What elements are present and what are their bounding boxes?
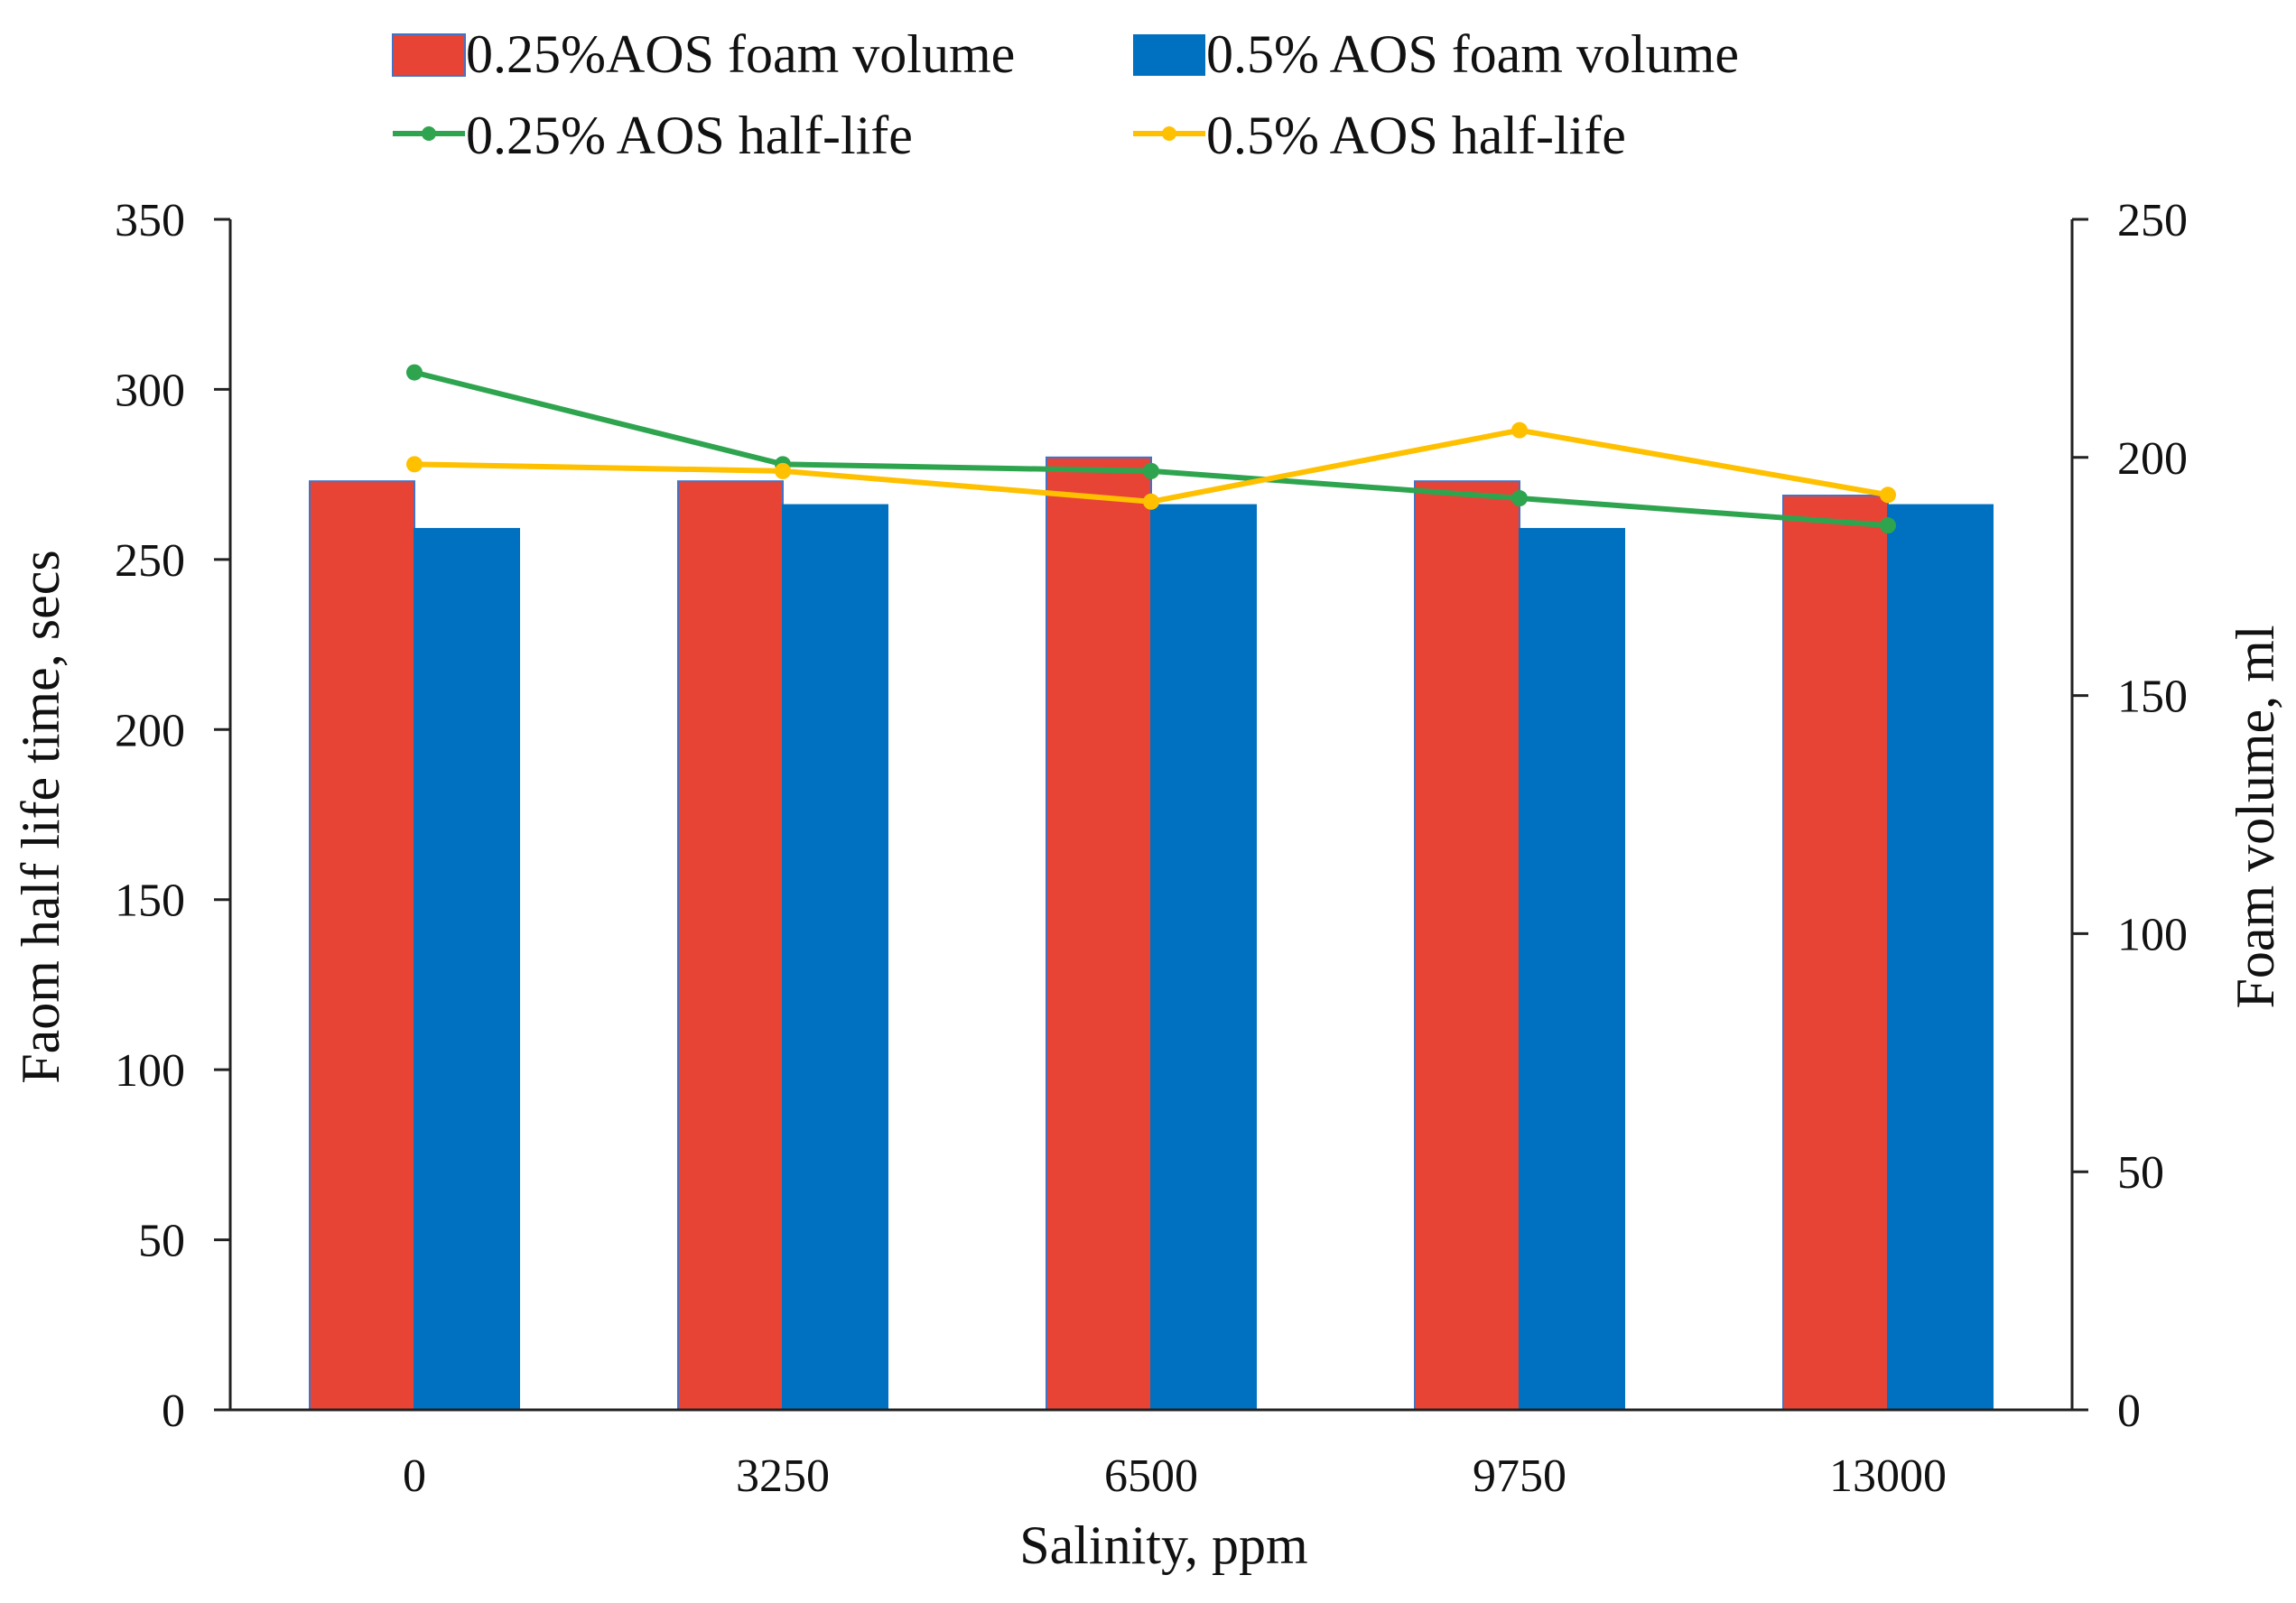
- y-left-tick-label: 150: [115, 876, 185, 927]
- y-left-tick-label: 0: [162, 1385, 185, 1437]
- point-05-halflife-0: [406, 456, 423, 473]
- y-left-tick-label: 250: [115, 535, 185, 587]
- legend-label-025-volume: 0.25%AOS foam volume: [466, 24, 1015, 84]
- bar-025-volume-6500: [1046, 456, 1152, 1411]
- legend-label-025-halflife: 0.25% AOS half-life: [466, 106, 913, 165]
- point-025-halflife-6500: [1143, 462, 1159, 479]
- bar-05-volume-0: [414, 527, 520, 1411]
- axes: 0 50 100 150 200 250 300 350 0 50 100 150 200 250 0 325…: [115, 195, 2188, 1502]
- legend: 0.25%AOS foam volume 0.5% AOS foam volum…: [392, 24, 1739, 165]
- x-tick-label: 0: [403, 1450, 426, 1502]
- legend-item-025-volume: 0.25%AOS foam volume: [392, 24, 1015, 84]
- bar-05-volume-13000: [1887, 504, 1994, 1411]
- point-025-halflife-9750: [1511, 490, 1528, 507]
- legend-swatch-025-volume: [392, 33, 466, 77]
- point-05-halflife-3250: [775, 462, 791, 479]
- legend-label-05-halflife: 0.5% AOS half-life: [1206, 106, 1626, 165]
- legend-marker-025-halflife: [422, 126, 436, 141]
- legend-item-05-volume: 0.5% AOS foam volume: [1133, 24, 1739, 84]
- plot-bars: [309, 456, 1994, 1411]
- point-025-halflife-13000: [1880, 517, 1896, 534]
- x-tick-label: 13000: [1829, 1450, 1947, 1502]
- point-05-halflife-9750: [1511, 422, 1528, 439]
- x-tick-label: 9750: [1473, 1450, 1566, 1502]
- legend-marker-05-halflife: [1162, 126, 1176, 141]
- y-right-tick-label: 150: [2117, 672, 2188, 723]
- y-right-tick-label: 200: [2117, 433, 2188, 485]
- bar-05-volume-3250: [782, 504, 888, 1411]
- y-axis-right-title: Foam volume, ml: [2226, 625, 2285, 1009]
- y-right-tick-label: 50: [2117, 1147, 2164, 1199]
- point-05-halflife-6500: [1143, 493, 1159, 510]
- point-05-halflife-13000: [1880, 486, 1896, 504]
- x-tick-label: 6500: [1104, 1450, 1198, 1502]
- y-left-tick-label: 50: [138, 1216, 185, 1267]
- y-axis-left-title: Faom half life time, secs: [11, 550, 70, 1084]
- x-tick-label: 3250: [736, 1450, 830, 1502]
- y-right-tick-label: 250: [2117, 195, 2188, 246]
- bar-025-volume-9750: [1414, 480, 1520, 1411]
- plot-lines: [406, 364, 1896, 534]
- y-right-tick-label: 100: [2117, 909, 2188, 960]
- point-025-halflife-0: [406, 364, 423, 381]
- bar-025-volume-0: [309, 480, 415, 1411]
- legend-label-05-volume: 0.5% AOS foam volume: [1206, 24, 1739, 84]
- y-left-tick-label: 100: [115, 1045, 185, 1097]
- legend-item-025-halflife: 0.25% AOS half-life: [393, 106, 913, 165]
- legend-item-05-halflife: 0.5% AOS half-life: [1133, 106, 1626, 165]
- y-left-tick-label: 200: [115, 705, 185, 756]
- y-right-tick-label: 0: [2117, 1385, 2141, 1437]
- legend-swatch-05-volume: [1133, 34, 1205, 76]
- bar-025-volume-13000: [1782, 495, 1889, 1411]
- bar-025-volume-3250: [677, 480, 784, 1411]
- x-axis-title: Salinity, ppm: [1019, 1515, 1307, 1575]
- bar-05-volume-6500: [1150, 504, 1257, 1411]
- y-left-tick-label: 350: [115, 195, 185, 246]
- bar-05-volume-9750: [1519, 527, 1625, 1411]
- y-left-tick-label: 300: [115, 365, 185, 416]
